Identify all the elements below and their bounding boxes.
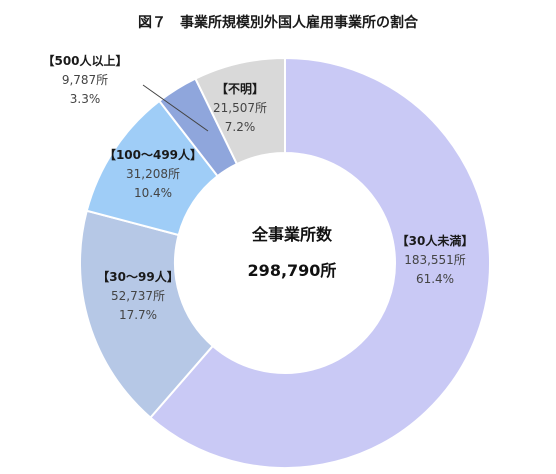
label-100-499: 【100～499人】 31,208所 10.4% xyxy=(98,146,208,203)
label-under-30-percent: 61.4% xyxy=(415,272,455,286)
slice-under-30 xyxy=(148,56,491,469)
label-100-499-percent: 10.4% xyxy=(133,186,173,200)
label-100-499-count: 31,208所 xyxy=(126,167,180,181)
center-value: 298,790所 xyxy=(247,261,337,280)
label-under-30: 【30人未満】 183,551所 61.4% xyxy=(380,232,490,289)
center-total: 全事業所数 298,790所 xyxy=(222,222,362,284)
label-500-plus-percent: 3.3% xyxy=(69,92,101,106)
label-under-30-name: 【30人未満】 xyxy=(396,234,474,248)
label-unknown-percent: 7.2% xyxy=(224,120,256,134)
label-30-99-count: 52,737所 xyxy=(111,289,165,303)
slice-30-99 xyxy=(79,209,215,420)
label-30-99: 【30～99人】 52,737所 17.7% xyxy=(93,268,183,325)
chart-title: 図７ 事業所規模別外国人雇用事業所の割合 xyxy=(138,15,418,31)
label-under-30-count: 183,551所 xyxy=(404,253,466,267)
label-500-plus: 【500人以上】 9,787所 3.3% xyxy=(30,52,140,109)
label-unknown-name: 【不明】 xyxy=(215,82,264,96)
label-30-99-percent: 17.7% xyxy=(118,308,158,322)
leader-line-500-plus xyxy=(142,84,209,132)
label-unknown-count: 21,507所 xyxy=(213,101,267,115)
label-500-plus-name: 【500人以上】 xyxy=(42,54,128,68)
center-label: 全事業所数 xyxy=(251,225,332,244)
label-500-plus-count: 9,787所 xyxy=(61,73,109,87)
label-100-499-name: 【100～499人】 xyxy=(103,148,203,162)
slice-unknown xyxy=(194,56,286,166)
label-unknown: 【不明】 21,507所 7.2% xyxy=(205,80,275,137)
label-30-99-name: 【30～99人】 xyxy=(97,270,179,284)
